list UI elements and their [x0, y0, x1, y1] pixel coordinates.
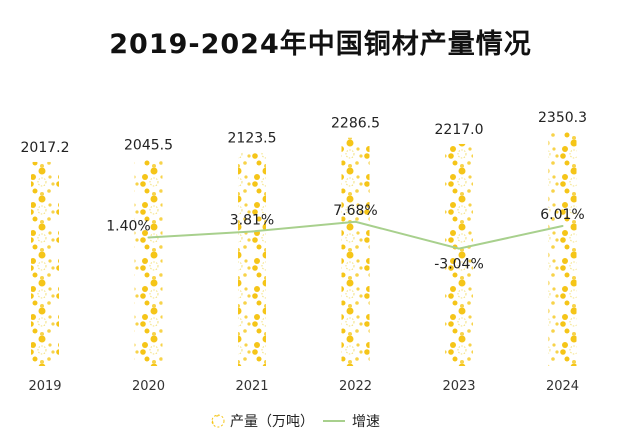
legend-bar-icon [211, 414, 225, 428]
growth-point [458, 247, 460, 250]
bar-value-label: 2017.2 [21, 140, 70, 156]
growth-label: 6.01% [540, 207, 584, 223]
x-tick-label: 2019 [28, 379, 61, 394]
growth-label: 3.81% [230, 212, 274, 228]
growth-point [354, 220, 357, 223]
x-tick-label: 2022 [339, 379, 372, 394]
bar [238, 152, 266, 366]
growth-point [147, 236, 150, 239]
bar [548, 131, 577, 366]
growth-label: -3.04% [434, 257, 484, 273]
x-tick-label: 2023 [442, 379, 475, 394]
bar [31, 161, 59, 366]
legend-bar-label: 产量（万吨） [230, 414, 314, 430]
legend-line-label: 增速 [352, 414, 380, 430]
chart-title: 2019-2024年中国铜材产量情况 [109, 29, 532, 60]
bar [445, 143, 473, 366]
growth-point [251, 230, 253, 233]
bar [341, 137, 370, 366]
x-tick-label: 2021 [235, 379, 268, 394]
bar-value-label: 2217.0 [435, 122, 484, 138]
bar-value-label: 2123.5 [228, 130, 277, 146]
bar-value-label: 2350.3 [538, 110, 587, 126]
x-tick-label: 2024 [546, 379, 579, 394]
growth-label: 1.40% [106, 219, 150, 235]
bar-value-label: 2286.5 [331, 116, 380, 132]
bar-value-label: 2045.5 [124, 137, 173, 153]
growth-label: 7.68% [333, 203, 377, 219]
growth-point [561, 224, 564, 227]
x-tick-label: 2020 [132, 379, 165, 394]
bar [134, 159, 163, 366]
